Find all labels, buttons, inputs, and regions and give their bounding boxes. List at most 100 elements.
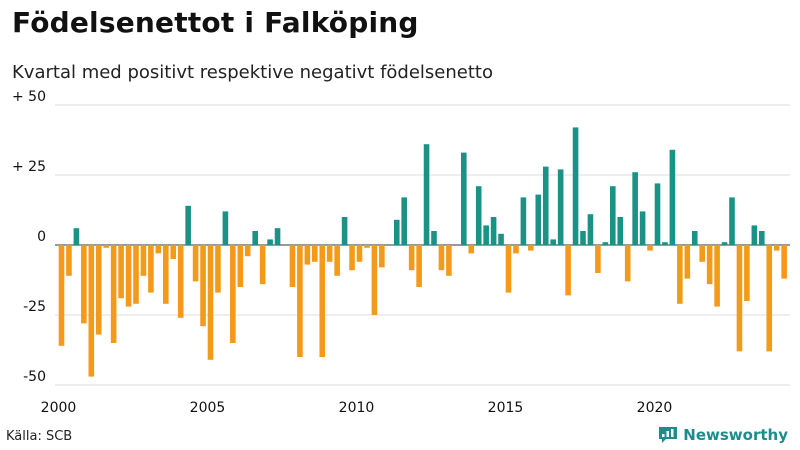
bar: [230, 245, 236, 343]
bar: [125, 245, 132, 307]
bar: [312, 245, 318, 262]
bar: [505, 245, 512, 293]
bar: [304, 245, 311, 265]
bar: [408, 245, 415, 271]
chart-subtitle: Kvartal med positivt respektive negativt…: [12, 62, 493, 83]
bar: [766, 245, 773, 352]
bar: [691, 231, 698, 245]
brand-name: Newsworthy: [683, 426, 788, 444]
bar: [461, 152, 467, 245]
bar: [334, 245, 340, 276]
bar: [326, 245, 333, 262]
bar: [498, 233, 504, 245]
bar: [550, 239, 556, 245]
bar: [706, 245, 713, 285]
bar: [773, 245, 780, 251]
bar: [371, 245, 378, 315]
bar: [110, 245, 117, 343]
bar: [185, 205, 191, 245]
bar: [170, 245, 177, 259]
bar: [364, 245, 370, 248]
chart-title: Födelsenettot i Falköping: [12, 6, 419, 39]
bar: [542, 166, 549, 245]
bar: [103, 245, 109, 248]
bar: [148, 245, 154, 293]
bar: [781, 245, 787, 279]
bar: [289, 245, 296, 287]
x-tick-label: 2015: [488, 400, 524, 416]
bar: [587, 214, 594, 245]
bar: [654, 183, 661, 245]
brand-logo: Newsworthy: [658, 426, 788, 444]
bar: [624, 245, 631, 282]
y-tick-label: 0: [37, 229, 46, 245]
bar: [438, 245, 445, 271]
bar: [267, 239, 273, 245]
bar: [192, 245, 199, 282]
bar: [73, 228, 80, 245]
bar: [595, 245, 601, 273]
bar: [379, 245, 385, 268]
y-tick-label: -25: [23, 299, 46, 315]
bar: [721, 242, 728, 245]
bar: [565, 245, 571, 296]
bar: [416, 245, 422, 287]
bar: [639, 211, 646, 245]
newsworthy-logo-icon: [659, 427, 678, 443]
bar: [744, 245, 750, 301]
bar: [177, 245, 184, 318]
bar: [356, 245, 363, 262]
bar: [677, 245, 683, 304]
y-tick-label: + 50: [12, 90, 46, 105]
bar: [319, 245, 326, 357]
bar: [133, 245, 139, 304]
bar: [274, 228, 281, 245]
bar-chart: + 50 + 25 0 -25 -50 2000 2005 2010 2015 2020: [12, 90, 790, 416]
bar: [222, 211, 229, 245]
bar: [244, 245, 251, 257]
bar: [401, 197, 407, 245]
bar: [140, 245, 147, 276]
x-tick-label: 2010: [339, 400, 375, 416]
bar: [237, 245, 244, 287]
y-tick-label: + 25: [12, 159, 46, 175]
bar: [669, 149, 676, 245]
bar: [684, 245, 691, 279]
bar: [662, 242, 668, 245]
bar: [490, 217, 497, 245]
bar: [252, 231, 258, 245]
bar: [736, 245, 743, 352]
bar: [632, 172, 638, 245]
bar: [751, 225, 758, 245]
bar: [699, 245, 705, 262]
bar: [602, 242, 609, 245]
x-tick-label: 2005: [190, 400, 226, 416]
bar: [81, 245, 87, 324]
bar: [572, 127, 579, 245]
bar: [617, 217, 624, 245]
bar: [207, 245, 214, 360]
bar: [446, 245, 452, 276]
bar: [95, 245, 102, 335]
bar: [520, 197, 527, 245]
bar: [88, 245, 95, 377]
bar: [341, 217, 348, 245]
source-note: Källa: SCB: [6, 429, 73, 444]
bar: [393, 219, 400, 245]
bar: [66, 245, 72, 276]
bar: [528, 245, 534, 251]
bar: [118, 245, 124, 299]
bar: [155, 245, 162, 254]
bar: [483, 225, 489, 245]
bar: [557, 169, 564, 245]
bar: [297, 245, 303, 357]
bar: [423, 144, 430, 245]
bar: [215, 245, 221, 293]
bar: [729, 197, 735, 245]
bar: [535, 194, 542, 245]
bar: [163, 245, 169, 304]
y-tick-label: -50: [23, 369, 46, 385]
bar: [58, 245, 65, 346]
bar: [714, 245, 720, 307]
bar: [200, 245, 206, 327]
